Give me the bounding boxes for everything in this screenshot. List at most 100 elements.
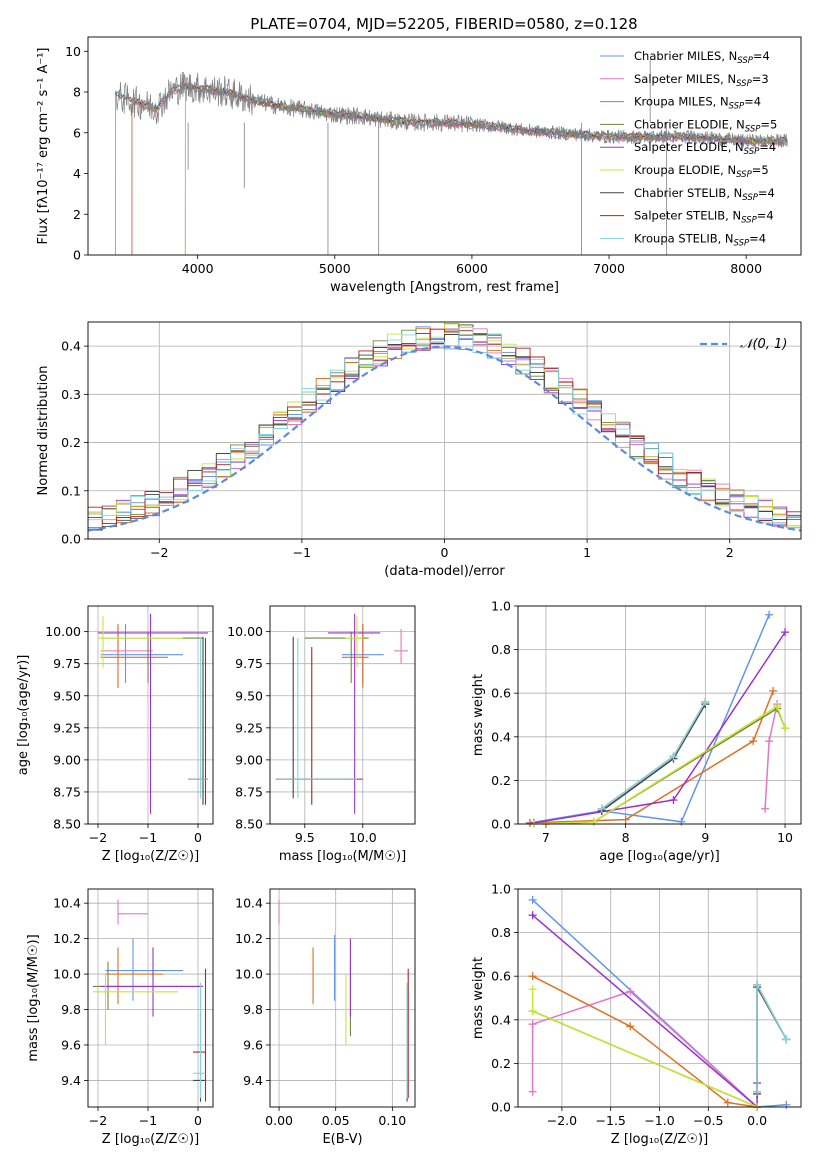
y-axis-label: age [log₁₀(age/yr)]	[16, 655, 31, 776]
errorbar-point	[193, 982, 206, 1102]
errorbar-point	[341, 623, 369, 689]
model-spectrum-line	[114, 81, 788, 255]
x-tick-label: −1	[139, 830, 157, 845]
errorbar-point	[275, 638, 357, 799]
x-tick-label: −1	[139, 1113, 157, 1128]
weight-marker	[753, 980, 762, 989]
legend-entry: Kroupa MILES, NSSP=4	[634, 95, 761, 112]
x-axis-label: Z [log₁₀(Z/Z☉)]	[102, 1132, 199, 1147]
errorbar-point	[105, 947, 163, 1005]
legend-entry-suffix: =4	[744, 95, 761, 109]
weight-marker	[528, 985, 537, 994]
x-tick-label: 1	[583, 545, 591, 560]
y-tick-label: 2	[73, 207, 81, 222]
x-tick-label: 10	[777, 830, 793, 845]
y-tick-label: 0.0	[491, 817, 511, 832]
weight-line	[532, 914, 758, 1107]
legend-entry-suffix: =5	[760, 117, 777, 131]
weight-line	[531, 990, 758, 1107]
y-tick-label: 0.0	[491, 1100, 511, 1115]
weight-line	[601, 703, 706, 812]
weight-marker	[528, 895, 537, 904]
y-tick-label: 1.0	[491, 599, 511, 614]
legend-entry-text: Salpeter STELIB, N	[634, 209, 741, 223]
y-tick-label: 8.75	[235, 784, 263, 799]
x-tick-label: 6000	[456, 261, 488, 276]
y-tick-label: 8.50	[235, 817, 263, 832]
legend-entry-subscript: SSP	[744, 147, 760, 157]
y-tick-label: 9.75	[235, 656, 263, 671]
axes-age-vs-mass: 9.5 10.0 8.50 8.75 9.00 9.25 9.50 9.75 10.00 mass…	[227, 605, 416, 864]
errorbar-point	[100, 623, 183, 683]
axes-frame	[517, 888, 802, 1108]
y-tick-label: 9.4	[243, 1073, 263, 1088]
legend-entry-subscript: SSP	[741, 216, 757, 226]
weight-marker	[589, 817, 598, 826]
x-tick-label: 9.5	[295, 830, 315, 845]
y-axis-label: Flux [fλ10⁻¹⁷ erg cm⁻² s⁻¹ A⁻¹]	[36, 48, 51, 245]
errorbar-point	[188, 638, 208, 799]
legend-entry-suffix: =3	[752, 72, 769, 86]
y-tick-label: 0.1	[61, 483, 81, 498]
x-tick-label: 7	[542, 830, 550, 845]
y-tick-label: 9.6	[243, 1037, 263, 1052]
weight-marker	[626, 987, 635, 996]
axes-frame	[269, 605, 416, 825]
errorbar-point	[193, 982, 206, 1099]
y-axis-label: mass [log₁₀(M/M☉)]	[26, 934, 41, 1061]
x-tick-label: 10.0	[349, 830, 377, 845]
legend-entry-suffix: =4	[759, 140, 776, 154]
y-tick-label: 0.4	[491, 729, 511, 744]
legend-entry: Chabrier MILES, NSSP=4	[634, 49, 770, 66]
x-axis-label: mass [log₁₀(M/M☉)]	[279, 849, 406, 864]
errorbar-point	[117, 899, 148, 925]
x-tick-label: 0.05	[322, 1113, 350, 1128]
legend-entry: Kroupa ELODIE, NSSP=5	[634, 163, 769, 180]
y-tick-label: 0.2	[61, 435, 81, 450]
x-tick-label: −2	[89, 830, 107, 845]
y-tick-label: 0.8	[491, 925, 511, 940]
histogram-step	[88, 326, 801, 524]
x-tick-label: 7000	[593, 261, 625, 276]
axes-weight-vs-Z: −2.0 −1.5 −1.0 −0.5 0.0 0.0 0.2 0.4 0.6 0.8 1.0 Z […	[471, 882, 802, 1147]
axes-spectrum: 4000 5000 6000 7000 8000 0 2 4 6 8 10 wavelength [A…	[36, 36, 802, 295]
weight-line	[601, 701, 706, 810]
y-tick-label: 0.0	[61, 532, 81, 547]
axes-frame	[87, 605, 214, 825]
y-tick-label: 0.4	[491, 1012, 511, 1027]
legend-entry-subscript: SSP	[736, 170, 752, 180]
errorbar-point	[275, 647, 363, 805]
x-tick-label: −1.5	[596, 1113, 626, 1128]
weight-marker	[528, 1007, 537, 1016]
x-tick-label: 8	[622, 830, 630, 845]
y-tick-label: 0.6	[491, 686, 511, 701]
y-tick-label: 9.8	[243, 1002, 263, 1017]
histogram-step	[88, 328, 801, 524]
errorbar-point	[98, 613, 208, 814]
y-tick-label: 0.3	[61, 387, 81, 402]
errorbar-point	[100, 623, 168, 689]
y-axis-label: mass weight	[471, 674, 486, 756]
y-tick-label: 10.2	[53, 931, 81, 946]
legend-entry-suffix: =4	[749, 231, 766, 245]
weight-line	[531, 989, 758, 1107]
y-tick-label: 0.2	[491, 1056, 511, 1071]
y-tick-label: 9.25	[53, 720, 81, 735]
x-axis-label: E(B-V)	[322, 1132, 362, 1147]
weight-marker	[597, 804, 606, 813]
errorbar-point	[394, 629, 409, 664]
y-tick-label: 0.4	[61, 339, 81, 354]
y-tick-label: 9.75	[53, 656, 81, 671]
legend-entry-text: Kroupa STELIB, N	[634, 231, 734, 245]
axes-mass-vs-EBV: 0.00 0.05 0.10 9.4 9.6 9.8 10.0 10.2 10.4 E(B-V)	[235, 888, 416, 1147]
axes-frame	[269, 888, 416, 1108]
y-tick-label: 0.8	[491, 642, 511, 657]
axes-residuals: −2 −1 0 1 2 0.0 0.1 0.2 0.3 0.4 (data-model)/error…	[36, 321, 802, 579]
model-spectrum-line	[131, 85, 788, 255]
weight-marker	[621, 815, 630, 824]
legend-entry: Kroupa STELIB, NSSP=4	[634, 231, 766, 248]
x-tick-label: −2.0	[547, 1113, 577, 1128]
x-tick-label: 8000	[730, 261, 762, 276]
x-tick-label: −2	[150, 545, 168, 560]
